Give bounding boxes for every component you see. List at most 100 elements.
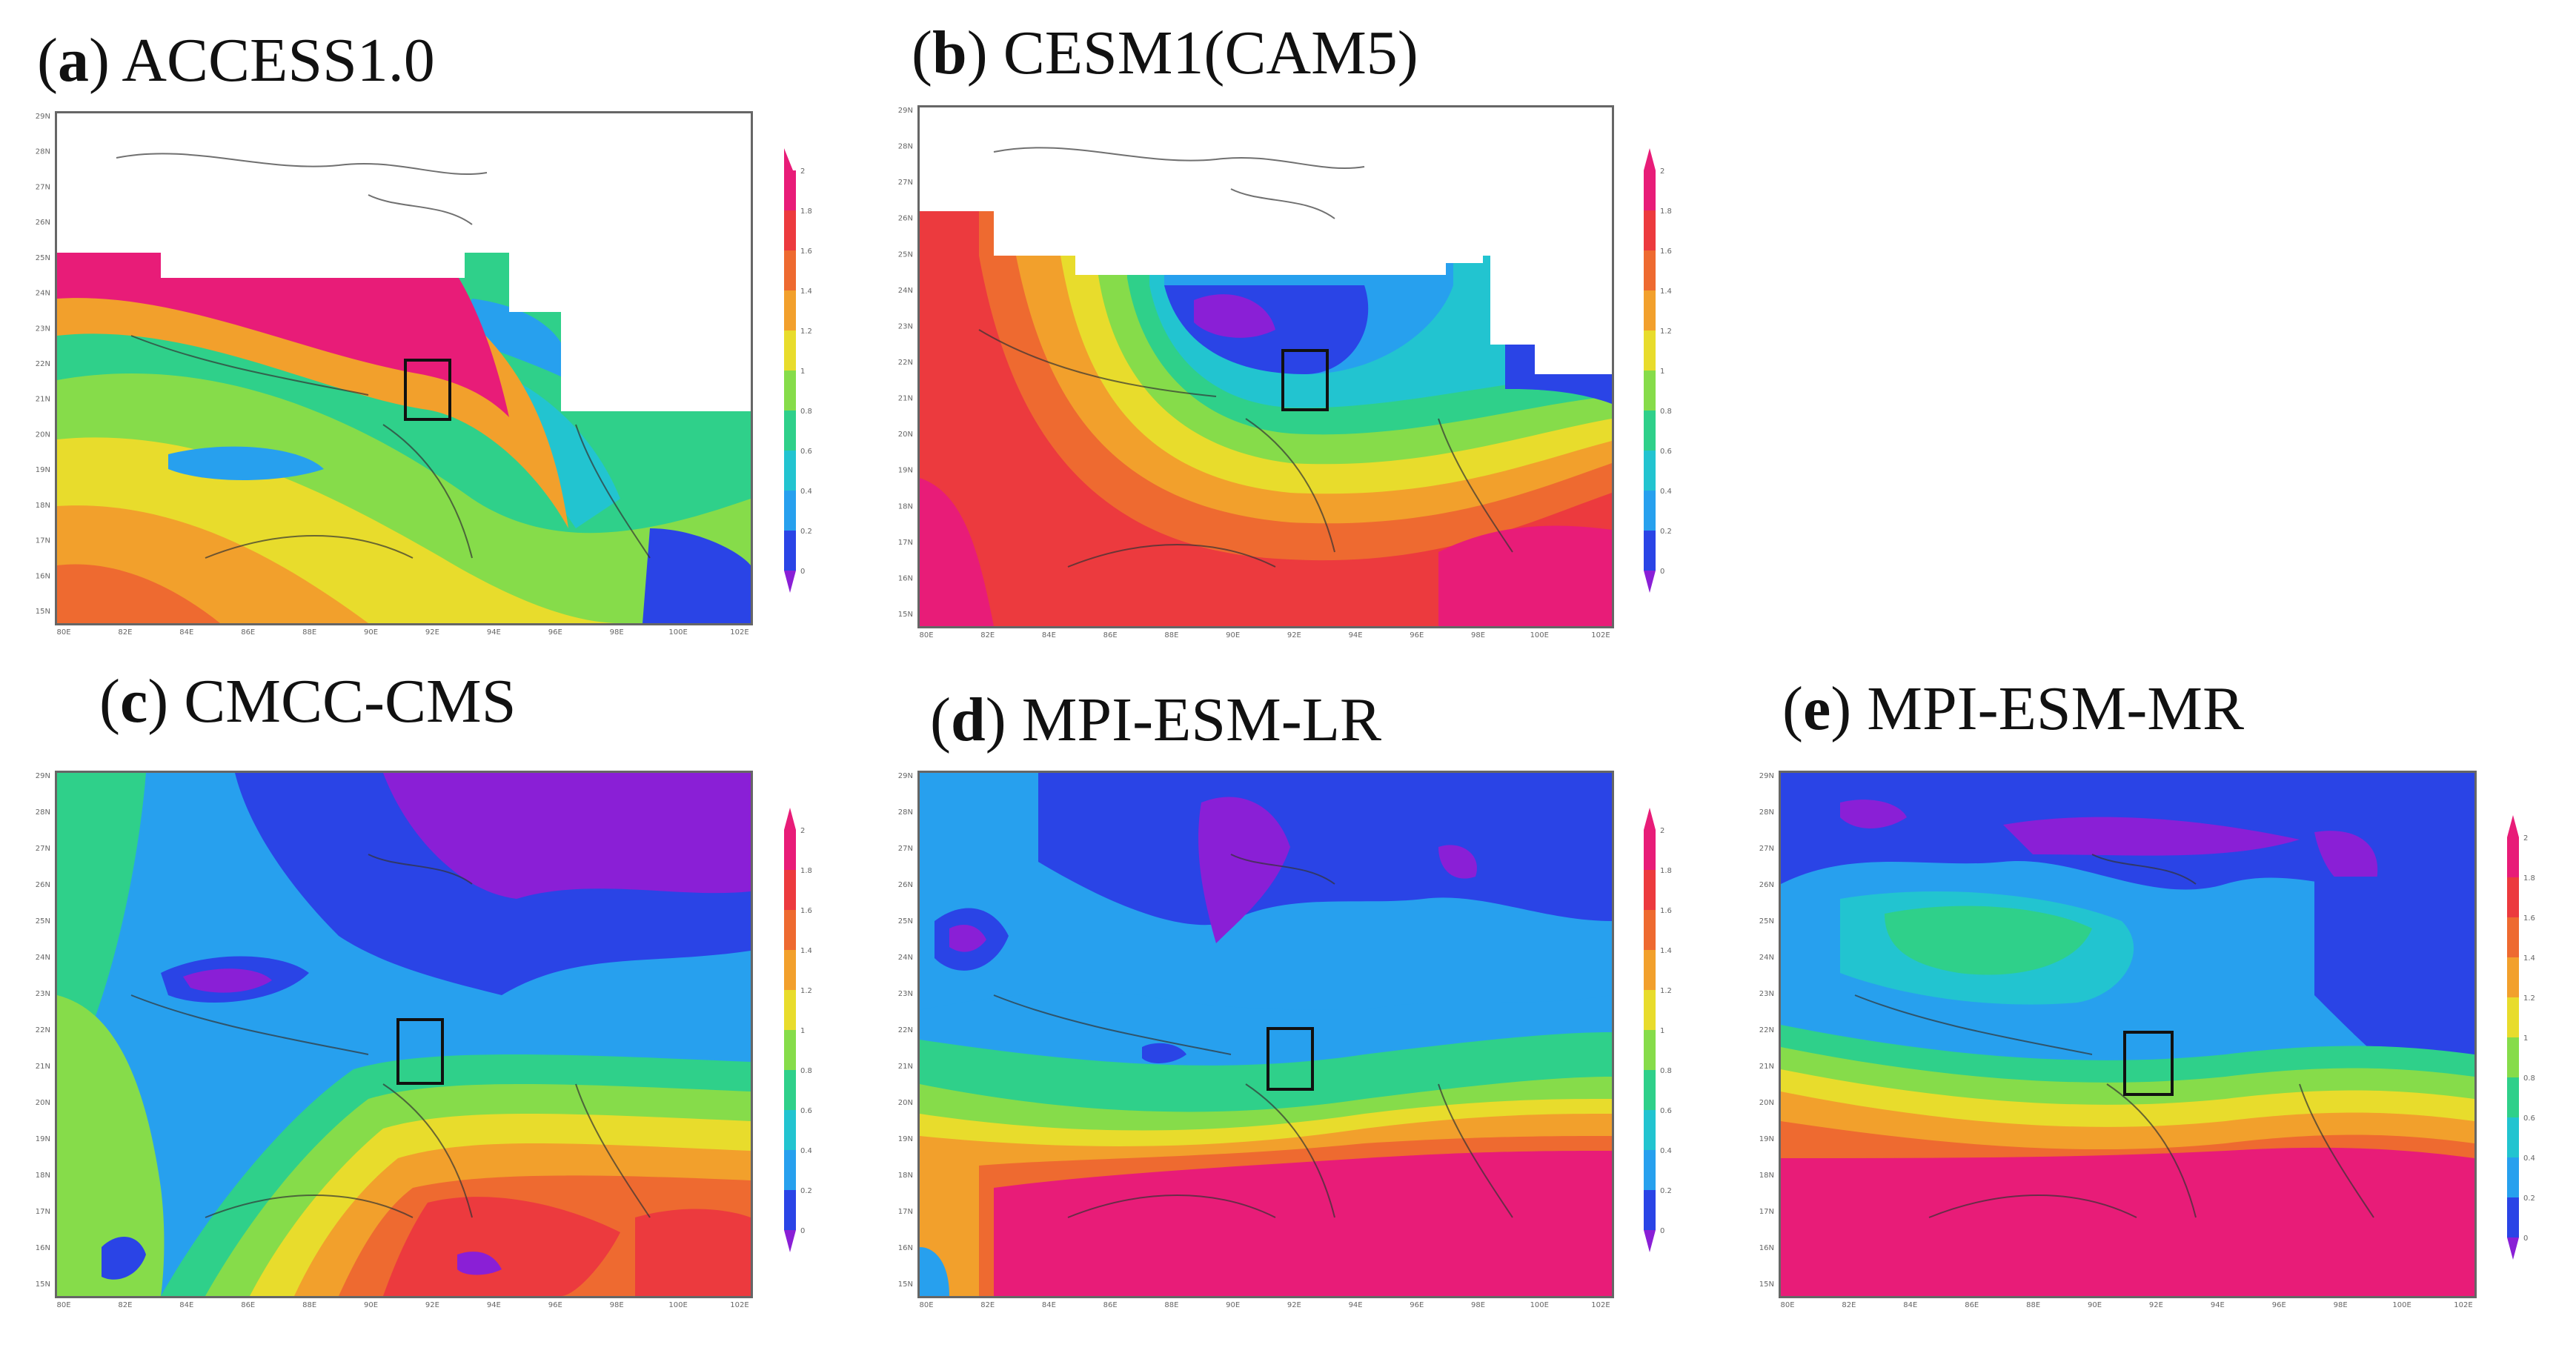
lon-tick-label: 80E [56,1301,70,1309]
lat-tick-label: 24N [1759,954,1774,962]
lat-tick-label: 21N [36,1063,50,1071]
lon-tick-label: 86E [241,1301,255,1309]
lon-tick-label: 82E [118,1301,132,1309]
lat-tick-label: 15N [36,608,50,616]
lat-tick-label: 22N [898,1026,913,1034]
lon-tick-label: 88E [1164,631,1178,639]
lon-tick-label: 94E [1349,631,1363,639]
lat-tick-label: 28N [1759,808,1774,817]
lon-tick-label: 98E [2334,1301,2348,1309]
lat-tick-label: 18N [898,1172,913,1180]
lat-tick-label: 20N [36,1099,50,1107]
lat-tick-label: 17N [898,1208,913,1216]
lat-tick-label: 28N [36,148,50,156]
lon-tick-label: 90E [364,1301,378,1309]
panel-b-field [920,107,1612,626]
lat-tick-label: 17N [1759,1208,1774,1216]
lat-tick-label: 22N [36,360,50,368]
lon-tick-label: 92E [425,1301,439,1309]
lon-tick-label: 80E [919,631,933,639]
lat-tick-label: 28N [898,143,913,151]
lon-tick-label: 96E [1410,631,1424,639]
lon-tick-label: 88E [1164,1301,1178,1309]
lat-tick-label: 18N [36,1172,50,1180]
panel-e-field [1781,773,2474,1296]
lon-tick-label: 86E [241,628,255,637]
lon-tick-label: 90E [364,628,378,637]
panel-d-colorbar [1644,808,1656,1252]
lat-tick-label: 19N [36,1135,50,1143]
lon-tick-label: 84E [1042,631,1056,639]
lat-tick-label: 16N [36,1244,50,1252]
lon-tick-label: 98E [610,1301,624,1309]
lat-tick-label: 15N [36,1280,50,1289]
lat-tick-label: 23N [36,325,50,333]
lat-tick-label: 24N [898,954,913,962]
lat-tick-label: 21N [898,395,913,403]
lat-tick-label: 22N [36,1026,50,1034]
lat-tick-label: 19N [898,1135,913,1143]
lat-tick-label: 22N [1759,1026,1774,1034]
lat-tick-label: 23N [898,990,913,998]
lon-tick-label: 94E [487,628,501,637]
lon-tick-label: 100E [668,1301,687,1309]
lon-tick-label: 84E [179,628,193,637]
lon-tick-label: 102E [730,1301,748,1309]
panel-c-title: (c) CMCC-CMS [99,667,517,736]
lon-tick-label: 90E [1226,1301,1240,1309]
lat-tick-label: 21N [898,1063,913,1071]
panel-c-field [57,773,751,1296]
lat-tick-label: 20N [898,431,913,439]
lon-tick-label: 86E [1103,631,1118,639]
lon-tick-label: 92E [1287,1301,1301,1309]
lat-tick-label: 23N [36,990,50,998]
lon-tick-label: 102E [2454,1301,2472,1309]
lon-tick-label: 102E [730,628,748,637]
lat-tick-label: 17N [36,1208,50,1216]
lon-tick-label: 82E [980,1301,995,1309]
lat-tick-label: 25N [36,254,50,262]
lat-tick-label: 26N [898,215,913,223]
lon-tick-label: 84E [179,1301,193,1309]
lon-tick-label: 100E [668,628,687,637]
lat-tick-label: 22N [898,359,913,367]
panel-c-map [55,771,753,1298]
lat-tick-label: 25N [898,250,913,259]
lat-tick-label: 29N [898,107,913,115]
lat-tick-label: 27N [36,183,50,191]
lon-tick-label: 92E [1287,631,1301,639]
panel-e-title: (e) MPI-ESM-MR [1782,674,2245,743]
panel-e-map [1779,771,2477,1298]
lat-tick-label: 24N [898,287,913,295]
lat-tick-label: 15N [898,611,913,619]
panel-d-map [917,771,1614,1298]
lat-tick-label: 25N [36,917,50,926]
lat-tick-label: 25N [1759,917,1774,926]
panel-a-colorbar [784,148,796,593]
lat-tick-label: 17N [36,537,50,545]
lon-tick-label: 94E [2211,1301,2225,1309]
lon-tick-label: 80E [919,1301,933,1309]
lat-tick-label: 26N [36,219,50,227]
lat-tick-label: 19N [1759,1135,1774,1143]
lon-tick-label: 100E [2392,1301,2411,1309]
lon-tick-label: 96E [1410,1301,1424,1309]
lat-tick-label: 15N [1759,1280,1774,1289]
lat-tick-label: 24N [36,954,50,962]
lat-tick-label: 27N [898,845,913,853]
lon-tick-label: 82E [980,631,995,639]
lon-tick-label: 82E [118,628,132,637]
lon-tick-label: 100E [1530,631,1549,639]
lon-tick-label: 92E [2149,1301,2163,1309]
panel-b-title: (b) CESM1(CAM5) [912,19,1418,87]
panel-a-title: (a) ACCESS1.0 [37,26,435,95]
lat-tick-label: 16N [1759,1244,1774,1252]
lat-tick-label: 23N [898,322,913,330]
panel-d-field [920,773,1612,1296]
lat-tick-label: 29N [36,113,50,121]
lon-tick-label: 88E [302,628,316,637]
lat-tick-label: 15N [898,1280,913,1289]
panel-d-title: (d) MPI-ESM-LR [930,685,1382,754]
panel-c-colorbar [784,808,796,1252]
lat-tick-label: 26N [36,881,50,889]
